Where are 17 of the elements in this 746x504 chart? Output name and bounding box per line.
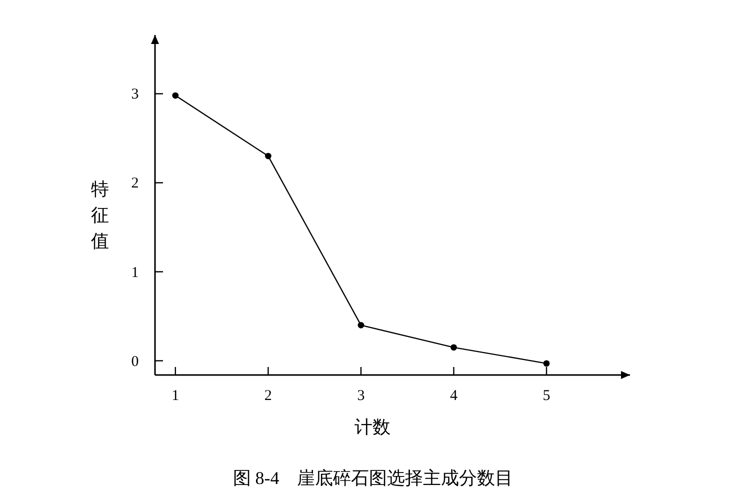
point bbox=[450, 344, 457, 351]
caption: 图 8-4 崖底碎石图选择主成分数目 bbox=[232, 468, 514, 488]
point bbox=[172, 92, 179, 99]
point bbox=[264, 152, 272, 160]
y-tick-label: 2 bbox=[131, 176, 139, 192]
y-tick-label: 0 bbox=[131, 354, 139, 370]
y-tick-label: 1 bbox=[131, 264, 139, 281]
point bbox=[358, 322, 364, 328]
x-tick-label: 3 bbox=[357, 388, 365, 404]
x-axis-title: 计数 bbox=[354, 417, 390, 438]
point bbox=[543, 360, 550, 367]
y-axis-title: 特征值 bbox=[91, 179, 109, 252]
x-tick-label: 5 bbox=[542, 388, 550, 404]
x-tick-label: 1 bbox=[172, 388, 180, 404]
y-tick-label: 3 bbox=[131, 86, 139, 103]
x-tick-label: 2 bbox=[264, 388, 272, 404]
x-tick-label: 4 bbox=[450, 388, 458, 404]
